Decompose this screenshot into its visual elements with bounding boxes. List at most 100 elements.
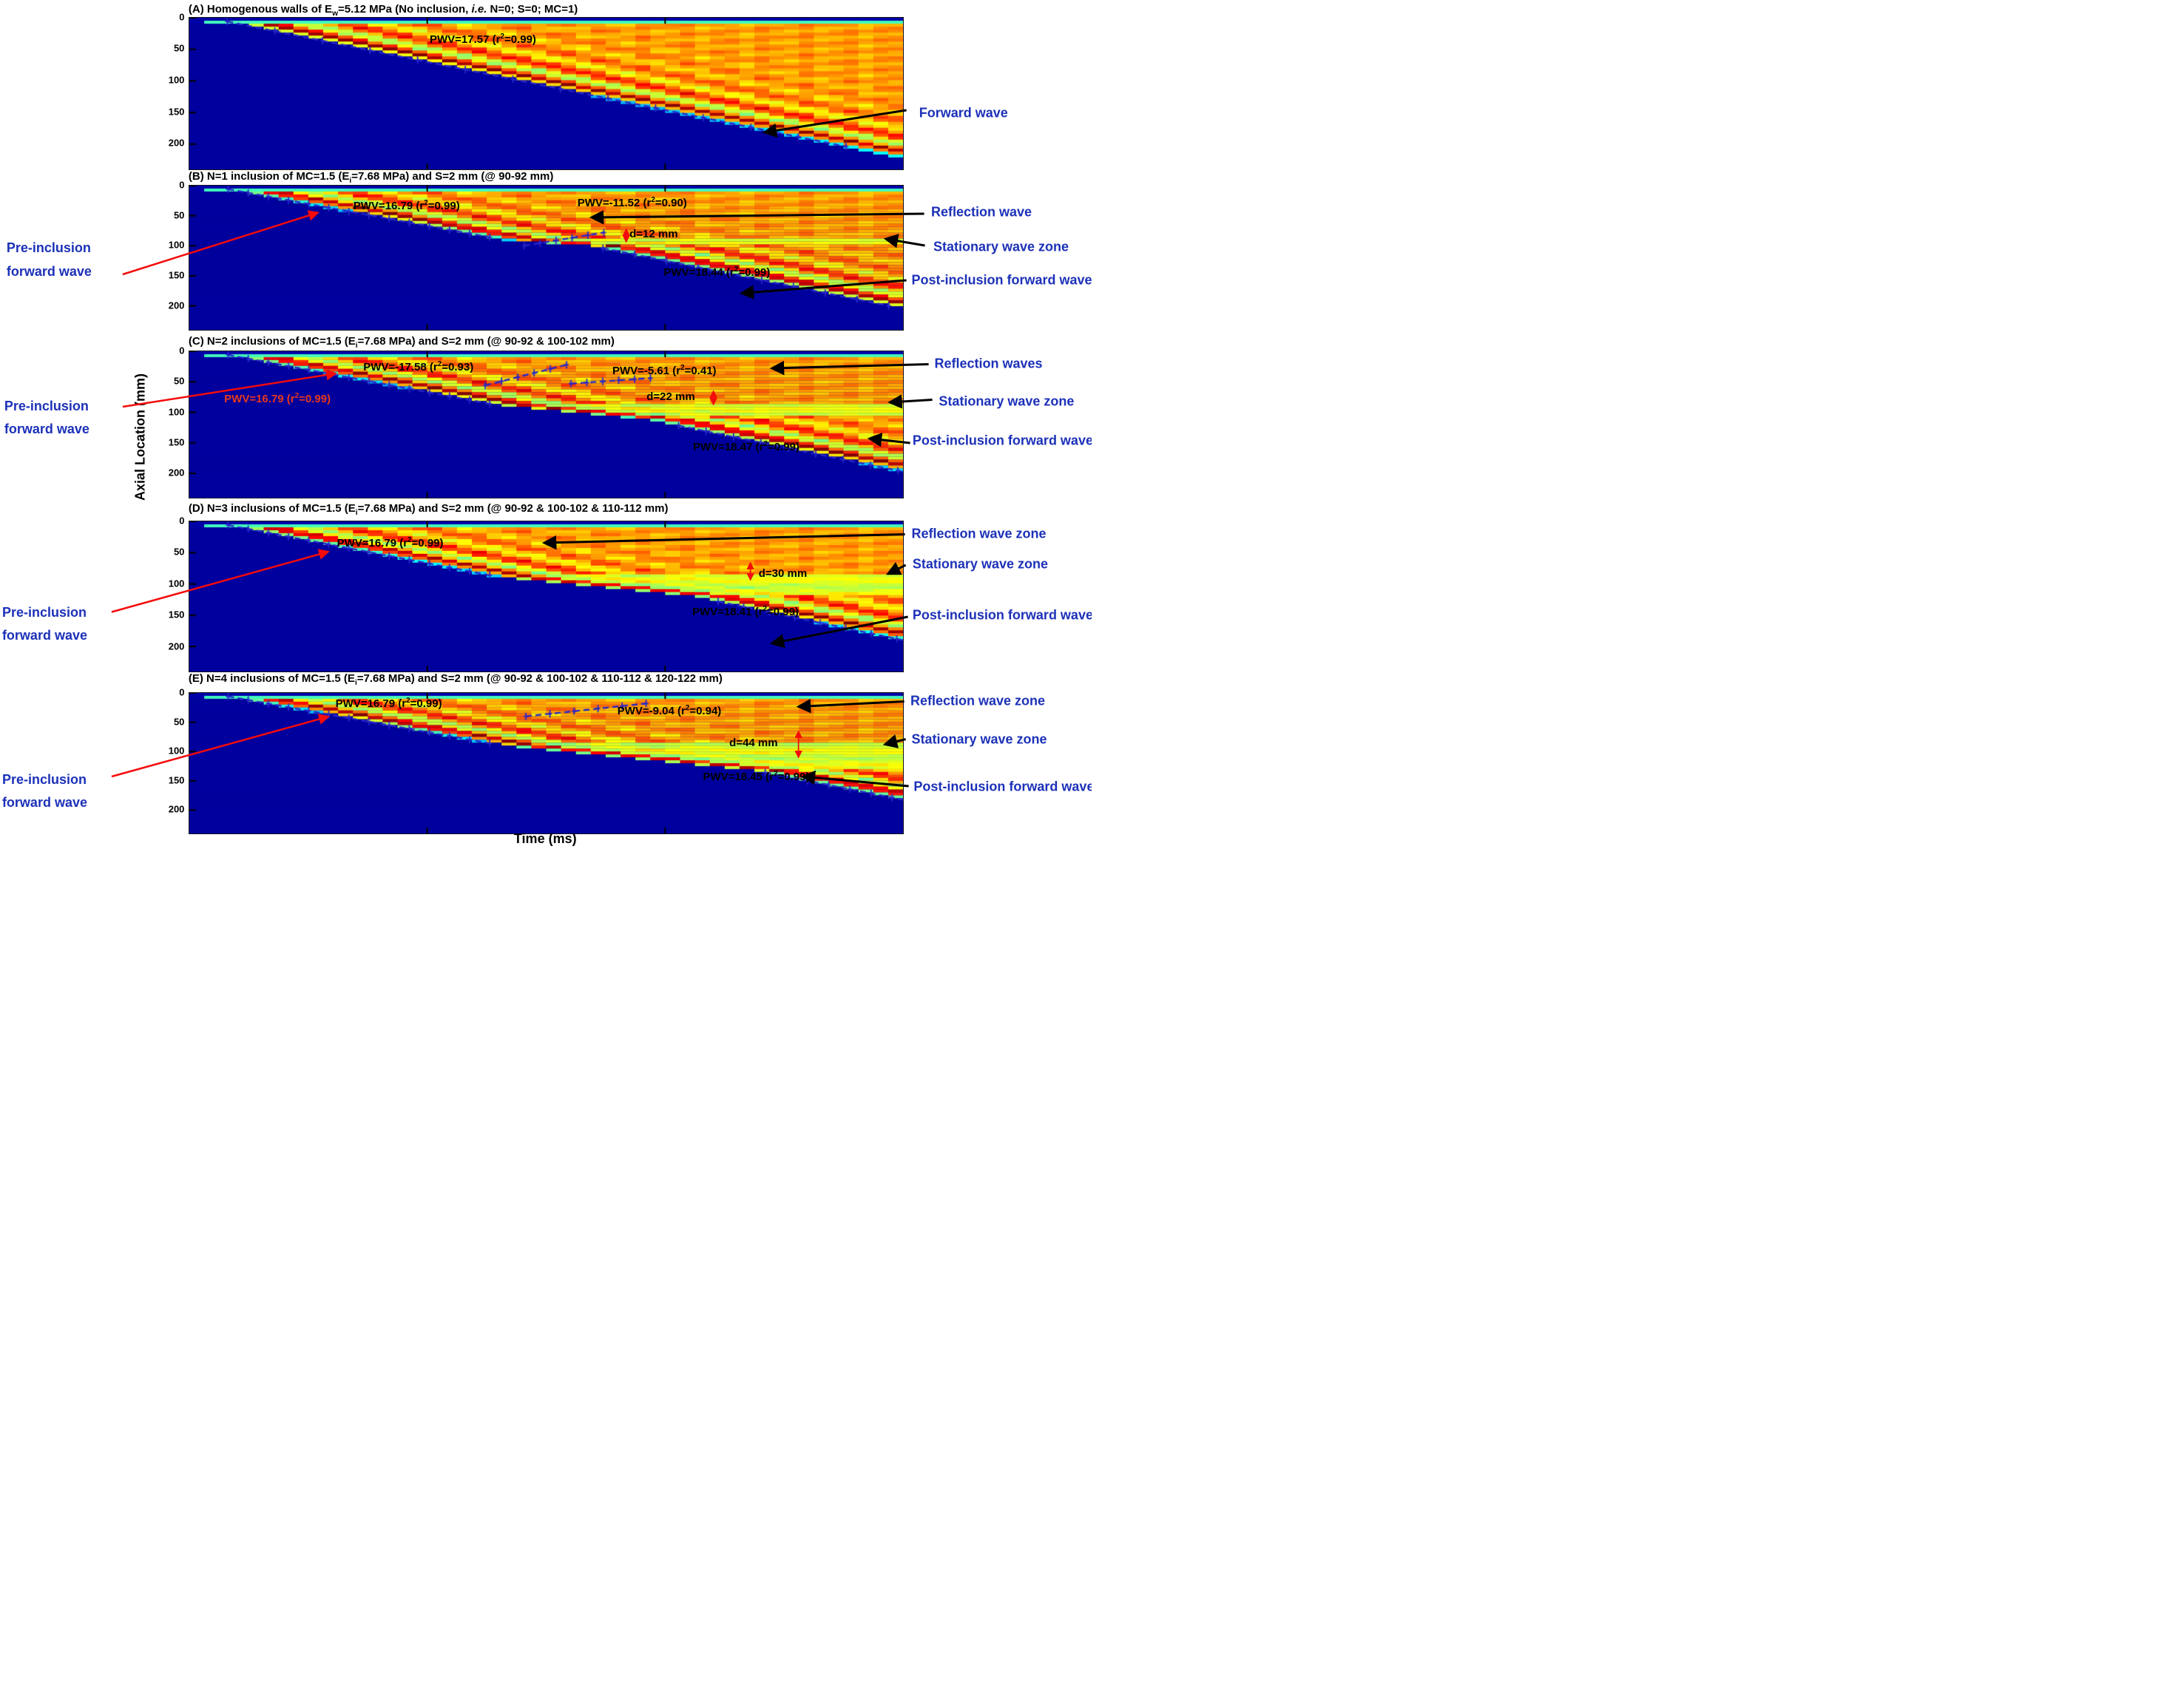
annotation-text: 2 (773, 770, 778, 778)
annotation-text: =0.41) (684, 365, 717, 378)
panel-D-title-seg-0: (D) N=3 inclusions of MC=1.5 (E (188, 502, 356, 515)
panel-E-annotation-3: PWV=18.45 (r2=0.99) (703, 770, 810, 783)
annotation-text: =0.93) (442, 361, 474, 374)
annotation-text: =0.99) (504, 33, 536, 47)
panel-B-ytick-200: 200 (168, 300, 185, 311)
annotation-text: =0.99) (427, 199, 460, 212)
panel-E-annotation-1: PWV=-9.04 (r2=0.94) (618, 705, 722, 717)
annotation-text: =0.99) (738, 266, 771, 280)
panel-A-title-seg-2: =5.12 MPa (No inclusion, (338, 3, 472, 16)
panel-B-plot: PWV=16.79 (r2=0.99) PWV=-11.52 (r2=0.90) d… (188, 185, 904, 331)
panel-E-annotation-2: d=44 mm (729, 737, 778, 750)
panel-A-title-seg-3: i.e. (471, 3, 487, 16)
annotation-text: PWV=16.79 (r (335, 697, 407, 711)
panel-A-title: (A) Homogenous walls of Ew=5.12 MPa (No … (189, 3, 578, 18)
annotation-text: =0.99) (777, 771, 810, 783)
annotation-text: PWV=18.45 (r (703, 771, 774, 783)
panel-C-ytick-200: 200 (168, 467, 185, 478)
panel-C-annotation-1: PWV=-5.61 (r2=0.41) (612, 364, 717, 378)
annotation-text: 2 (763, 440, 768, 449)
annotation-text: =0.99) (410, 697, 442, 711)
annotation-text: PWV=-5.61 (r (612, 365, 681, 378)
x-axis-label: Time (ms) (513, 831, 577, 846)
panel-D-annotation-0: PWV=16.79 (r2=0.99) (337, 536, 444, 549)
panel-B-annotation-1: PWV=-11.52 (r2=0.90) (577, 196, 687, 210)
panel-C-title-seg-1: i (355, 341, 358, 350)
pre-inclusion-label-line: forward wave (1, 795, 87, 811)
annotation-text: =0.90) (655, 197, 687, 210)
panel-C-annotation-2: PWV=16.79 (r2=0.99) (224, 392, 331, 405)
panel-A-heatmap-canvas (189, 17, 903, 169)
panel-B-title-seg-0: (B) N=1 inclusion of MC=1.5 (E (188, 169, 350, 183)
panel-D-title-seg-1: i (355, 509, 358, 518)
panel-A-annotation-0: PWV=17.57 (r2=0.99) (430, 33, 536, 46)
panel-B-title-seg-1: i (349, 176, 352, 185)
panel-A-title-seg-0: (A) Homogenous walls of E (188, 3, 333, 16)
pre-inclusion-label-line: forward wave (1, 628, 87, 643)
panel-B-title: (B) N=1 inclusion of MC=1.5 (Ei=7.68 MPa… (189, 170, 553, 185)
annotation-text: =0.99) (766, 605, 799, 618)
panel-B-side-label-0: Reflection wave (931, 204, 1032, 220)
panel-D-ytick-200: 200 (168, 640, 185, 652)
annotation-text: PWV=18.47 (r (692, 441, 764, 454)
panel-B-side-label-1: Stationary wave zone (933, 239, 1069, 254)
panel-C-heatmap-canvas (189, 351, 903, 498)
panel-E-ytick-150: 150 (168, 774, 185, 786)
panel-E-side-label-2: Post-inclusion forward wave (913, 779, 1092, 794)
annotation-text: =0.99) (411, 536, 444, 549)
panel-C-side-label-0: Reflection waves (934, 356, 1043, 371)
pre-inclusion-label-line: Pre-inclusion (6, 240, 91, 256)
annotation-text: PWV=16.79 (r (353, 199, 425, 212)
annotation-text: 2 (424, 198, 428, 207)
panel-B-title-seg-2: =7.68 MPa) and S=2 mm (@ 90-92 mm) (351, 169, 554, 183)
panel-E-plot: PWV=16.79 (r2=0.99) PWV=-9.04 (r2=0.94) d=… (188, 691, 904, 834)
panel-A-ytick-0: 0 (179, 11, 185, 22)
panel-D-ytick-150: 150 (168, 609, 185, 620)
panel-E-title-seg-2: =7.68 MPa) and S=2 mm (@ 90-92 & 100-102… (356, 672, 723, 685)
annotation-text: 2 (685, 704, 690, 713)
panel-D-side-label-1: Stationary wave zone (912, 556, 1048, 572)
panel-B-annotation-0: PWV=16.79 (r2=0.99) (353, 198, 460, 212)
panel-B-ytick-100: 100 (168, 239, 185, 251)
panel-D-heatmap-canvas (189, 521, 903, 672)
annotation-text: PWV=-11.52 (r (577, 197, 652, 210)
annotation-text: =0.94) (689, 705, 722, 718)
y-axis-label: Axial Location (mm) (132, 373, 148, 501)
panel-C-annotation-3: d=22 mm (646, 390, 695, 403)
panel-D-title: (D) N=3 inclusions of MC=1.5 (Ei=7.68 MP… (189, 502, 669, 517)
panel-D-side-label-2: Post-inclusion forward wave (912, 607, 1092, 623)
panel-C-ytick-50: 50 (173, 375, 185, 387)
annotation-text: =0.99) (767, 441, 799, 454)
annotation-text: PWV=16.79 (r (337, 536, 408, 549)
panel-E-side-label-0: Reflection wave zone (910, 693, 1046, 708)
panel-C-annotation-4: PWV=18.47 (r2=0.99) (692, 440, 799, 454)
panel-E-annotation-0: PWV=16.79 (r2=0.99) (336, 697, 442, 710)
panel-E-ytick-0: 0 (179, 686, 185, 698)
panel-A-title-seg-1: w (332, 10, 339, 18)
annotation-text: PWV=-9.04 (r (617, 705, 686, 718)
pre-inclusion-label-line: forward wave (6, 263, 92, 279)
panel-D-ytick-0: 0 (179, 515, 185, 527)
panel-B-heatmap-canvas (189, 186, 903, 331)
panel-D-annotation-1: d=30 mm (758, 567, 808, 581)
panel-C-pre-inclusion-label: Pre-inclusion forward wave (4, 395, 89, 442)
annotation-text: 2 (651, 196, 655, 205)
panel-B-annotation-2: d=12 mm (629, 227, 678, 240)
annotation-text: =0.99) (299, 392, 331, 405)
panel-D-title-seg-2: =7.68 MPa) and S=2 mm (@ 90-92 & 100-102… (357, 502, 669, 515)
pre-inclusion-label-line: Pre-inclusion (1, 604, 87, 620)
panel-E-ytick-50: 50 (173, 716, 185, 728)
panel-C-annotation-0: PWV=-17.58 (r2=0.93) (363, 361, 473, 373)
annotation-text: PWV=-17.58 (r (363, 361, 438, 374)
panel-B-ytick-0: 0 (179, 179, 185, 191)
panel-B-side-label-2: Post-inclusion forward wave (911, 272, 1092, 288)
panel-B-annotation-3: PWV=18.44 (r2=0.99) (663, 266, 770, 279)
panel-D-annotation-2: PWV=18.41 (r2=0.99) (692, 605, 799, 618)
panel-C-title: (C) N=2 inclusions of MC=1.5 (Ei=7.68 MP… (189, 335, 615, 350)
panel-C-side-label-2: Post-inclusion forward wave (912, 433, 1092, 448)
annotation-text: 2 (734, 265, 739, 274)
annotation-text: 2 (500, 33, 504, 41)
panel-C-title-seg-2: =7.68 MPa) and S=2 mm (@ 90-92 & 100-102… (357, 334, 615, 348)
panel-C-ytick-0: 0 (179, 345, 185, 356)
annotation-text: PWV=18.41 (r (692, 605, 763, 618)
